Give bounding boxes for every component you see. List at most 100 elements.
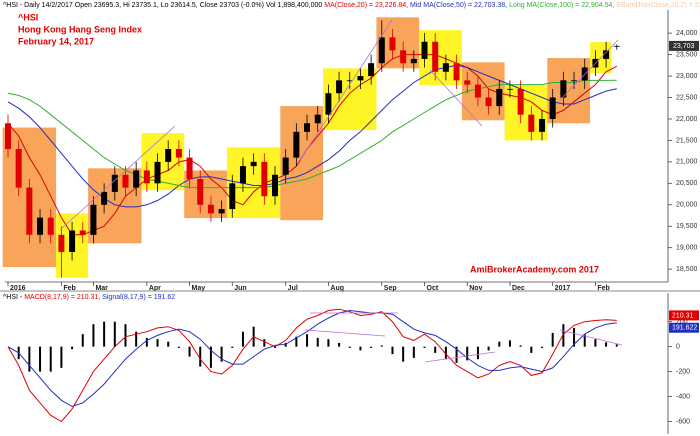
histogram-bar [199,346,202,367]
x-tick-label: Jun [234,285,246,292]
trend-line [429,69,483,127]
histogram-bar [274,346,276,348]
y-tick-label: 200 [676,319,688,326]
histogram-bar [412,346,415,358]
candle-body [506,88,513,90]
y-tick-label: 21,500 [676,137,698,144]
range-box [504,85,548,141]
histogram-bar [145,337,148,347]
candle-body [218,209,225,214]
y-tick-label: 24,000 [676,30,698,37]
candle-body [111,174,118,192]
histogram-bar [28,346,31,372]
histogram-bar [71,346,74,350]
header-segment: MA(Close,20) = 23,226.84, [324,2,410,9]
watermark: AmiBrokerAcademy.com 2017 [470,264,599,274]
candle-body [90,204,97,235]
trend-line [299,19,393,161]
histogram-bar [135,331,138,347]
candle-body [453,63,460,81]
histogram-bar [487,346,490,351]
y-tick-label: -200 [676,368,690,375]
last-price-box [669,40,699,51]
histogram-bar [434,346,437,353]
candle-body [154,161,161,184]
x-tick-label: 2016 [10,285,26,292]
histogram-bar [391,346,394,355]
y-tick-label: 21,000 [676,159,698,166]
candle-body [229,183,236,210]
histogram-bar [594,339,597,347]
chart-title: ^HSI [18,12,38,22]
y-tick-label: 20,000 [676,202,698,209]
candle-body [47,217,54,235]
histogram-bar [231,346,234,348]
y-tick-label: 0 [676,343,680,350]
trend-line [559,329,623,346]
histogram-bar [327,339,330,347]
candle-body [336,80,343,94]
trend-line [304,329,386,337]
candle-body [261,161,268,197]
histogram-bar [156,339,159,347]
histogram-bar [444,346,447,360]
candle-body [549,97,556,119]
candle-body [571,80,578,82]
histogram-bar [81,334,84,347]
candle-body [197,179,204,205]
candle-body [389,37,396,51]
candle-body [346,80,353,82]
candle-body [133,170,140,188]
header-segment: ^HSI - Daily 14/2/2017 Open 23695.3, Hi … [3,2,324,9]
candle-body [239,166,246,184]
histogram-bar [476,346,479,360]
candle-body [410,58,417,64]
candle-body [165,149,172,162]
histogram-bar [263,339,266,347]
indicator-line [7,309,617,408]
histogram-bar [39,346,42,372]
candle-body [26,187,33,235]
candle-body [143,170,150,184]
candle-body [101,191,108,205]
header-segment: Long MA(Close,100) = 22,904.54, [509,2,616,9]
candle-body [368,63,375,77]
candle-body [400,50,407,64]
histogram-bar [370,346,373,348]
histogram-bar [583,334,586,347]
candle-body [539,118,545,132]
y-tick-label: 18,500 [676,266,698,273]
candle-body [207,204,214,214]
histogram-bar [49,346,52,372]
x-tick-label: Sep [384,285,397,292]
histogram-bar [359,346,362,351]
y-tick-label: 22,000 [676,116,698,123]
histogram-bar [103,321,106,347]
last-value-label: 191.622 [672,325,697,332]
candle-body [293,131,300,158]
histogram-bar [177,346,180,348]
candle-body [175,149,182,158]
candle-body [122,174,129,188]
histogram-bar [113,321,116,347]
candle-body [496,88,503,107]
header-segment: ^HSI - [3,294,24,301]
candle-body [325,93,332,115]
candle-body [58,234,65,252]
x-tick-label: Feb [63,285,75,292]
last-price-label: 23,703 [673,43,695,50]
candle-body [186,157,193,180]
candle-body [250,161,257,167]
candle-body [560,80,567,98]
candle-body [304,123,311,132]
histogram-bar [284,342,287,347]
histogram-bar [306,334,309,347]
histogram-bar [348,346,351,348]
moving-average-line [7,64,617,208]
header-segment: BBandTop(Close,20,2) = 23,794.45, [616,2,700,9]
histogram-bar [188,346,191,357]
trend-line [424,351,496,363]
histogram-bar [466,346,469,361]
histogram-bar [551,332,554,347]
